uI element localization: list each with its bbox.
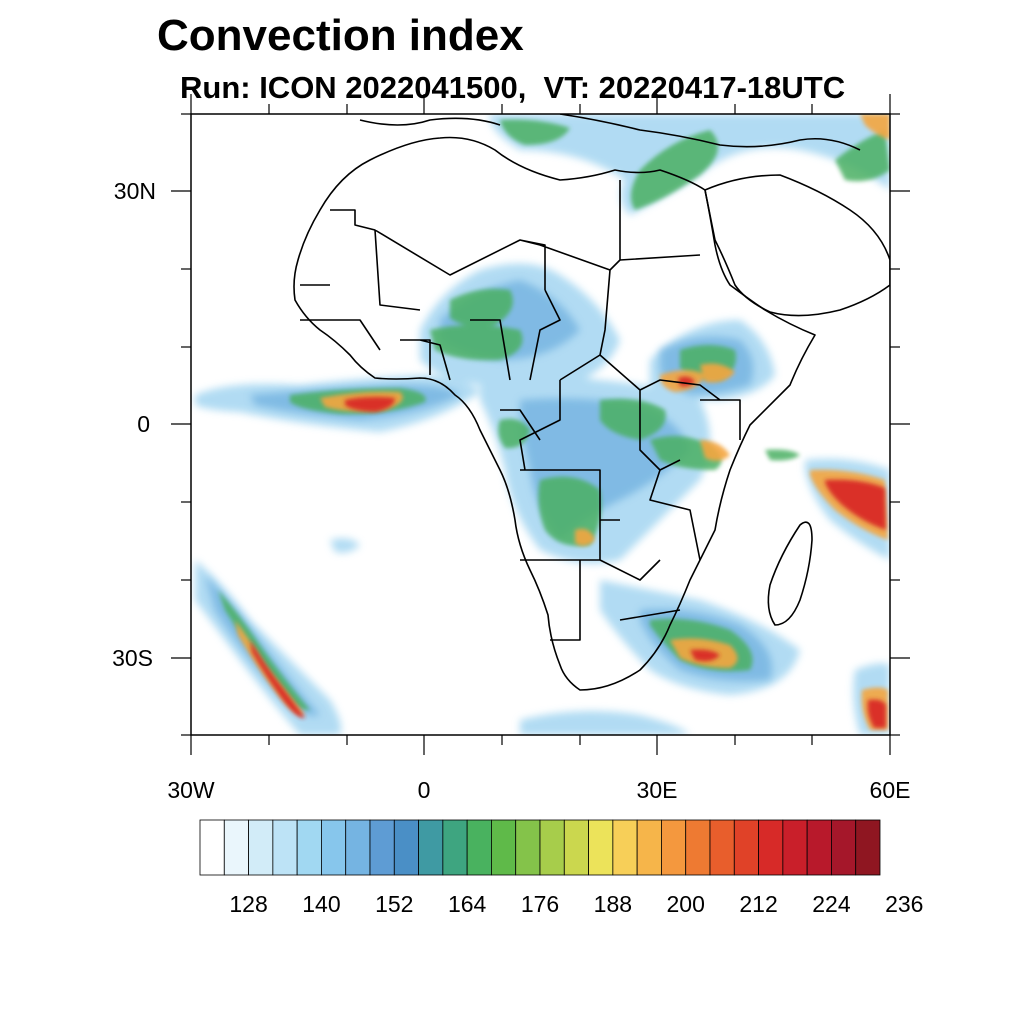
colorbar-label: 152 — [375, 891, 413, 917]
lon-label-30e: 30E — [637, 777, 678, 803]
colorbar-box — [491, 819, 517, 876]
colorbar-box — [661, 819, 687, 876]
colorbar-box — [563, 819, 589, 876]
colorbar-box — [393, 819, 419, 876]
region-atlantic-cells — [330, 538, 360, 553]
axis-ticks — [171, 94, 910, 755]
colorbar-box — [806, 819, 832, 876]
colorbar-box — [612, 819, 638, 876]
colorbar-label: 140 — [302, 891, 340, 917]
convection-field-core — [250, 376, 886, 728]
colorbar-box — [248, 819, 274, 876]
lat-label-30s: 30S — [112, 645, 153, 671]
colorbar-box — [442, 819, 468, 876]
colorbar-box — [223, 819, 249, 876]
convection-field — [195, 114, 890, 735]
chart-title: Convection index — [157, 11, 524, 60]
colorbar — [199, 819, 881, 876]
colorbar-box — [515, 819, 541, 876]
lat-label-0: 0 — [137, 411, 150, 437]
lon-label-60e: 60E — [870, 777, 911, 803]
colorbar-box — [588, 819, 614, 876]
colorbar-box — [831, 819, 857, 876]
colorbar-box — [539, 819, 565, 876]
colorbar-box — [199, 819, 225, 876]
region-southern-ocean — [520, 711, 690, 735]
chart-subtitle: Run: ICON 2022041500, VT: 20220417-18UTC — [180, 70, 846, 105]
lon-label-0: 0 — [418, 777, 431, 803]
colorbar-box — [296, 819, 322, 876]
colorbar-label: 236 — [885, 891, 923, 917]
lon-label-30w: 30W — [167, 777, 215, 803]
colorbar-box — [418, 819, 444, 876]
colorbar-box — [782, 819, 808, 876]
colorbar-box — [758, 819, 784, 876]
africa-coastline — [293, 136, 816, 691]
colorbar-label: 188 — [594, 891, 632, 917]
lat-label-30n: 30N — [114, 178, 156, 204]
colorbar-label: 176 — [521, 891, 559, 917]
colorbar-label: 224 — [812, 891, 851, 917]
colorbar-box — [272, 819, 298, 876]
colorbar-label: 128 — [229, 891, 267, 917]
colorbar-box — [733, 819, 759, 876]
arabian-peninsula-outline — [704, 174, 890, 317]
colorbar-labels: 128 140 152 164 176 188 200 212 224 236 — [229, 891, 923, 917]
map-outlines — [293, 114, 890, 691]
colorbar-box — [321, 819, 347, 876]
colorbar-box — [345, 819, 371, 876]
colorbar-label: 200 — [667, 891, 705, 917]
region-south-atlantic-front — [195, 560, 342, 735]
colorbar-box — [369, 819, 395, 876]
colorbar-box — [855, 819, 881, 876]
colorbar-label: 164 — [448, 891, 487, 917]
colorbar-label: 212 — [739, 891, 777, 917]
madagascar-outline — [767, 521, 813, 626]
colorbar-box — [636, 819, 662, 876]
colorbar-box — [685, 819, 711, 876]
colorbar-box — [709, 819, 735, 876]
country-borders — [300, 180, 741, 641]
colorbar-box — [466, 819, 492, 876]
mediterranean-north-coast — [359, 114, 861, 151]
